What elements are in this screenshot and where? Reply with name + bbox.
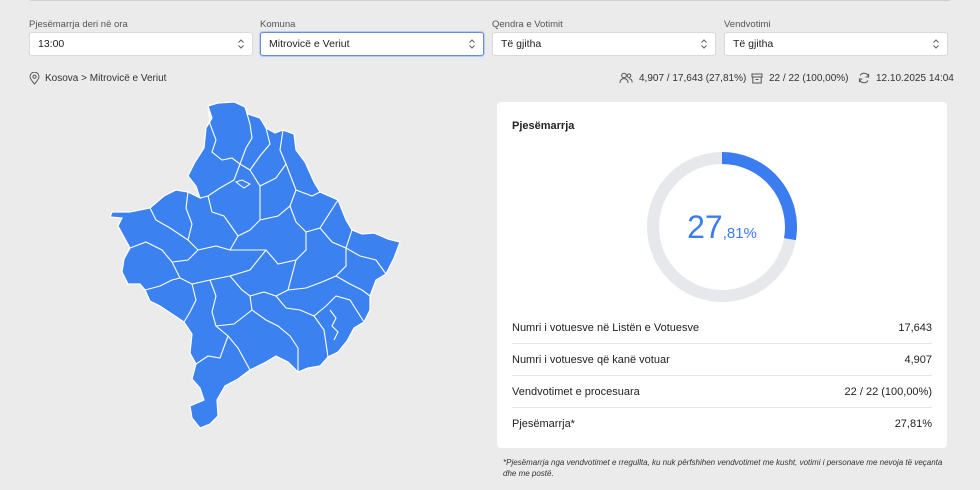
hour-select[interactable]: 13:00: [29, 32, 253, 56]
row-label: Numri i votuesve që kanë votuar: [512, 353, 670, 366]
stations-stat: 22 / 22 (100,00%): [751, 72, 849, 84]
donut-value: 27,81%: [647, 152, 797, 302]
ballot-box-icon: [751, 73, 763, 84]
row-value: 27,81%: [894, 418, 932, 430]
voting-center-select[interactable]: Të gjitha: [492, 32, 716, 56]
filter-hour: Pjesëmarrja deri në ora 13:00: [29, 19, 253, 56]
participation-card: Pjesëmarrja 27,81% Numri i votuesve në L…: [497, 102, 947, 448]
municipality-borders: [129, 105, 387, 372]
row-label: Vendvotimet e procesuara: [512, 385, 640, 398]
table-row: Numri i votuesve që kanë votuar 4,907: [512, 344, 932, 376]
polling-station-select-value: Të gjitha: [733, 38, 774, 50]
card-title: Pjesëmarrja: [512, 120, 575, 132]
top-divider: [30, 0, 950, 1]
filter-municipality: Komuna Mitrovicë e Veriut: [260, 19, 484, 56]
voters-stat-text: 4,907 / 17,643 (27,81%): [639, 72, 747, 84]
table-row: Pjesëmarrja* 27,81%: [512, 408, 932, 440]
row-value: 4,907: [904, 353, 932, 366]
filter-voting-center-label: Qendra e Votimit: [492, 19, 563, 30]
stations-stat-text: 22 / 22 (100,00%): [769, 72, 849, 84]
filter-municipality-label: Komuna: [260, 19, 296, 30]
donut-value-int: 27: [687, 208, 723, 245]
row-value: 17,643: [898, 321, 932, 334]
kosovo-map[interactable]: [100, 100, 410, 430]
row-label: Pjesëmarrja*: [512, 418, 575, 430]
filter-polling-station: Vendvotimi Të gjitha: [724, 19, 948, 56]
polling-station-select[interactable]: Të gjitha: [724, 32, 948, 56]
footnote: *Pjesëmarrja nga vendvotimet e rregullta…: [503, 458, 943, 478]
row-value: 22 / 22 (100,00%): [844, 385, 932, 398]
breadcrumb-text: Kosova > Mitrovicë e Veriut: [45, 73, 167, 84]
municipality-select[interactable]: Mitrovicë e Veriut: [260, 32, 484, 56]
participation-donut: [647, 152, 797, 302]
voters-stat: 4,907 / 17,643 (27,81%): [619, 72, 746, 84]
table-row: Vendvotimet e procesuara 22 / 22 (100,00…: [512, 376, 932, 408]
chevron-updown-icon: [933, 39, 939, 49]
map-highlight-marker: [234, 179, 251, 189]
chevron-updown-icon: [701, 39, 707, 49]
municipality-select-value: Mitrovicë e Veriut: [269, 38, 350, 50]
donut-value-dec: ,81%: [722, 224, 757, 242]
refresh-icon[interactable]: [858, 72, 870, 84]
info-bar: Kosova > Mitrovicë e Veriut 4,907 / 17,6…: [29, 72, 954, 86]
table-row: Numri i votuesve në Listën e Votuesve 17…: [512, 312, 932, 344]
map-outline: [109, 101, 401, 429]
location-pin-icon: [29, 72, 40, 85]
filter-voting-center: Qendra e Votimit Të gjitha: [492, 19, 716, 56]
breadcrumb: Kosova > Mitrovicë e Veriut: [29, 72, 166, 85]
donut-arc: [721, 152, 797, 241]
row-label: Numri i votuesve në Listën e Votuesve: [512, 321, 700, 334]
stats-table: Numri i votuesve në Listën e Votuesve 17…: [512, 312, 932, 440]
chevron-updown-icon: [469, 39, 475, 49]
chevron-updown-icon: [238, 39, 244, 49]
updated-stat-text: 12.10.2025 14:04: [876, 72, 954, 84]
hour-select-value: 13:00: [38, 38, 65, 50]
filter-polling-station-label: Vendvotimi: [724, 19, 771, 30]
updated-stat: 12.10.2025 14:04: [858, 72, 954, 84]
users-icon: [619, 72, 633, 84]
voting-center-select-value: Të gjitha: [501, 38, 542, 50]
filter-hour-label: Pjesëmarrja deri në ora: [29, 19, 128, 30]
